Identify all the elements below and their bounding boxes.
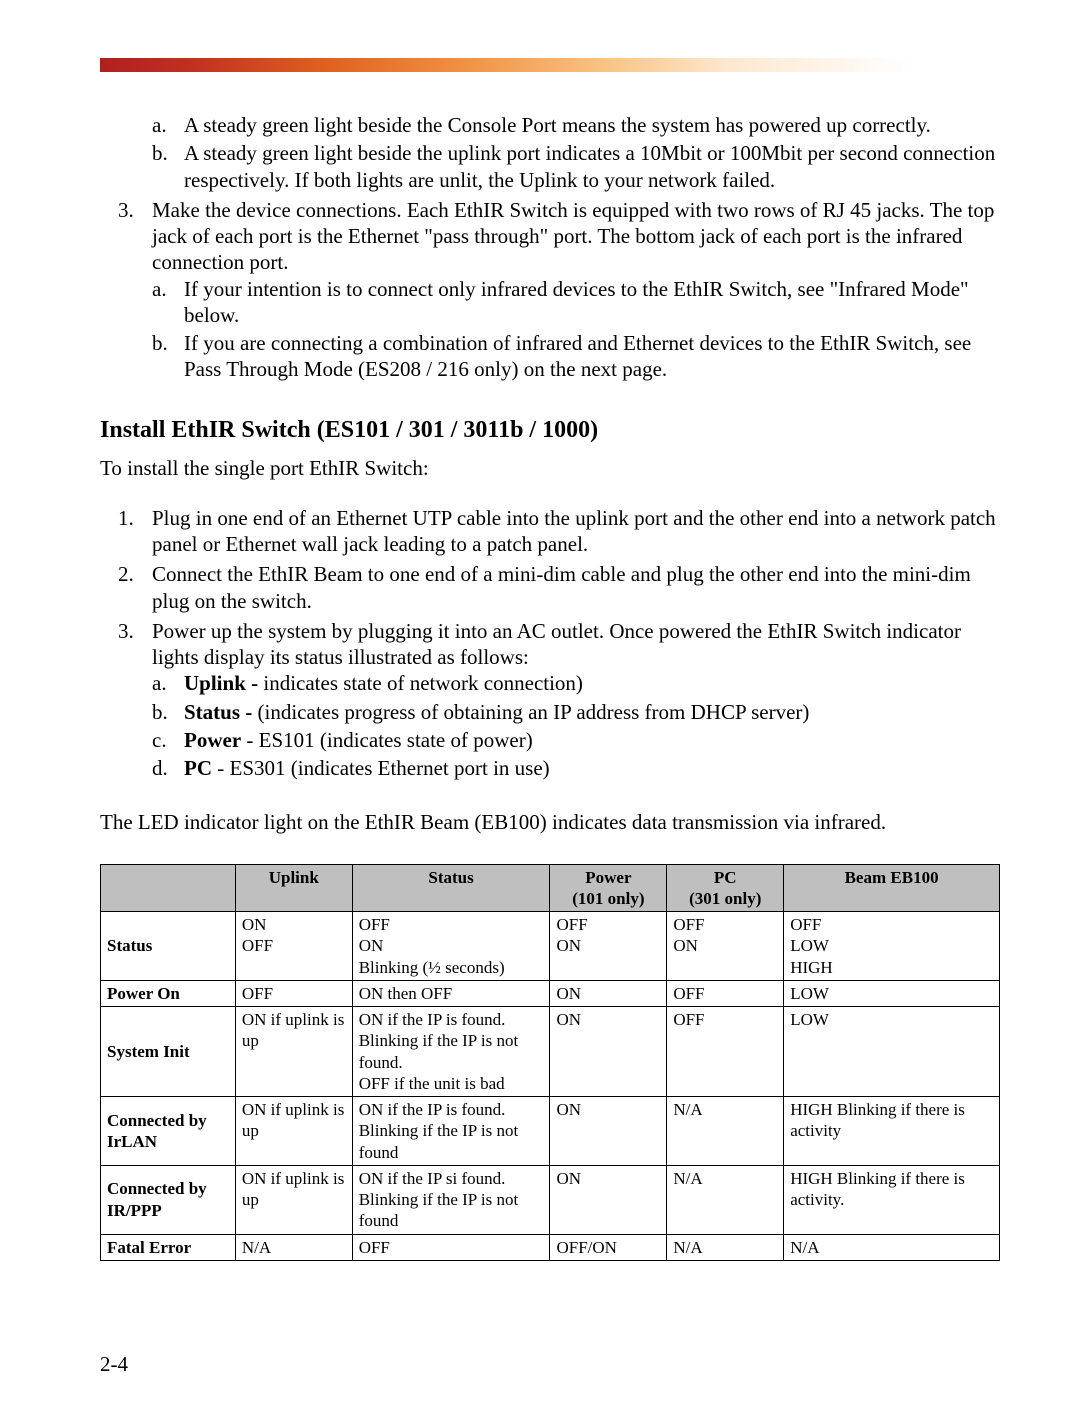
power-label: Power <box>184 728 241 752</box>
cell-fatal-label: Fatal Error <box>101 1234 236 1260</box>
list-1-item-a-text: A steady green light beside the Console … <box>184 113 931 137</box>
cell-poweron-status: ON then OFF <box>352 980 550 1006</box>
cell-status-uplink: ON OFF <box>235 912 352 981</box>
cell-poweron-pc: OFF <box>667 980 784 1006</box>
cell-status-label: Status <box>101 912 236 981</box>
list-1-item-3a: a.If your intention is to connect only i… <box>152 276 1000 329</box>
cell-irlan-power: ON <box>550 1097 667 1166</box>
uplink-desc: indicates state of network connection) <box>263 671 583 695</box>
cell-fatal-power: OFF/ON <box>550 1234 667 1260</box>
cell-sysinit-uplink: ON if uplink is up <box>235 1007 352 1097</box>
list-1-item-3b: b.If you are connecting a combination of… <box>152 330 1000 383</box>
list-2-item-3a: a.Uplink - indicates state of network co… <box>152 670 1000 696</box>
list-1-item-3a-text: If your intention is to connect only inf… <box>184 277 969 327</box>
cell-status-status: OFF ON Blinking (½ seconds) <box>352 912 550 981</box>
status-desc: (indicates progress of obtaining an IP a… <box>258 700 810 724</box>
cell-irlan-beam: HIGH Blinking if there is activity <box>784 1097 1000 1166</box>
list-1-item-b: b.A steady green light beside the uplink… <box>152 140 1000 193</box>
row-status: Status ON OFF OFF ON Blinking (½ seconds… <box>101 912 1000 981</box>
cell-status-pc: OFF ON <box>667 912 784 981</box>
cell-irppp-status: ON if the IP si found. Blinking if the I… <box>352 1165 550 1234</box>
th-power-l1: Power <box>585 868 631 887</box>
row-power-on: Power On OFF ON then OFF ON OFF LOW <box>101 980 1000 1006</box>
list-1-item-2-sub: a.A steady green light beside the Consol… <box>100 112 1000 193</box>
list-2-item-2: 2.Connect the EthIR Beam to one end of a… <box>100 561 1000 614</box>
cell-sysinit-power: ON <box>550 1007 667 1097</box>
list-1-continued: a.A steady green light beside the Consol… <box>100 112 1000 383</box>
th-blank <box>101 864 236 912</box>
page: a.A steady green light beside the Consol… <box>0 0 1080 1417</box>
cell-irppp-beam: HIGH Blinking if there is activity. <box>784 1165 1000 1234</box>
cell-irppp-pc: N/A <box>667 1165 784 1234</box>
page-number: 2-4 <box>100 1351 1000 1377</box>
pc-desc: - ES301 (indicates Ethernet port in use) <box>212 756 550 780</box>
th-power: Power (101 only) <box>550 864 667 912</box>
cell-fatal-beam: N/A <box>784 1234 1000 1260</box>
cell-irppp-uplink: ON if uplink is up <box>235 1165 352 1234</box>
list-1-item-3-text: Make the device connections. Each EthIR … <box>152 198 994 275</box>
cell-poweron-label: Power On <box>101 980 236 1006</box>
cell-poweron-uplink: OFF <box>235 980 352 1006</box>
status-label: Status - <box>184 700 258 724</box>
table-header-row: Uplink Status Power (101 only) PC (301 onl… <box>101 864 1000 912</box>
list-2-item-3b: b.Status - (indicates progress of obtain… <box>152 699 1000 725</box>
th-pc-l2: (301 only) <box>689 889 761 908</box>
power-desc: - ES101 (indicates state of power) <box>241 728 533 752</box>
cell-status-power: OFF ON <box>550 912 667 981</box>
th-uplink: Uplink <box>235 864 352 912</box>
list-2-item-1-text: Plug in one end of an Ethernet UTP cable… <box>152 506 996 556</box>
list-1-item-b-text: A steady green light beside the uplink p… <box>184 141 995 191</box>
th-beam: Beam EB100 <box>784 864 1000 912</box>
cell-poweron-beam: LOW <box>784 980 1000 1006</box>
cell-poweron-power: ON <box>550 980 667 1006</box>
intro-paragraph: To install the single port EthIR Switch: <box>100 455 1000 481</box>
row-connected-irppp: Connected by IR/PPP ON if uplink is up O… <box>101 1165 1000 1234</box>
row-system-init: System Init ON if uplink is up ON if the… <box>101 1007 1000 1097</box>
pc-label: PC <box>184 756 212 780</box>
list-2-item-3c: c.Power - ES101 (indicates state of powe… <box>152 727 1000 753</box>
header-gradient-bar <box>100 58 1000 72</box>
body: a.A steady green light beside the Consol… <box>100 112 1000 1377</box>
list-2-item-3: 3. Power up the system by plugging it in… <box>100 618 1000 782</box>
list-1-item-3: 3. Make the device connections. Each Eth… <box>100 197 1000 383</box>
th-power-l2: (101 only) <box>572 889 644 908</box>
led-status-table: Uplink Status Power (101 only) PC (301 onl… <box>100 864 1000 1261</box>
list-2-item-3d: d.PC - ES301 (indicates Ethernet port in… <box>152 755 1000 781</box>
list-1-item-3b-text: If you are connecting a combination of i… <box>184 331 971 381</box>
list-2: 1.Plug in one end of an Ethernet UTP cab… <box>100 505 1000 782</box>
list-2-item-3-text: Power up the system by plugging it into … <box>152 619 961 669</box>
cell-sysinit-beam: LOW <box>784 1007 1000 1097</box>
cell-status-beam: OFF LOW HIGH <box>784 912 1000 981</box>
th-status: Status <box>352 864 550 912</box>
cell-sysinit-pc: OFF <box>667 1007 784 1097</box>
row-fatal-error: Fatal Error N/A OFF OFF/ON N/A N/A <box>101 1234 1000 1260</box>
cell-irppp-label: Connected by IR/PPP <box>101 1165 236 1234</box>
cell-fatal-status: OFF <box>352 1234 550 1260</box>
cell-fatal-uplink: N/A <box>235 1234 352 1260</box>
cell-fatal-pc: N/A <box>667 1234 784 1260</box>
cell-irlan-label: Connected by IrLAN <box>101 1097 236 1166</box>
list-2-item-2-text: Connect the EthIR Beam to one end of a m… <box>152 562 971 612</box>
list-2-item-1: 1.Plug in one end of an Ethernet UTP cab… <box>100 505 1000 558</box>
list-1-item-a: a.A steady green light beside the Consol… <box>152 112 1000 138</box>
row-connected-irlan: Connected by IrLAN ON if uplink is up ON… <box>101 1097 1000 1166</box>
uplink-label: Uplink - <box>184 671 263 695</box>
cell-sysinit-label: System Init <box>101 1007 236 1097</box>
cell-sysinit-status: ON if the IP is found. Blinking if the I… <box>352 1007 550 1097</box>
cell-irlan-uplink: ON if uplink is up <box>235 1097 352 1166</box>
cell-irlan-pc: N/A <box>667 1097 784 1166</box>
cell-irlan-status: ON if the IP is found. Blinking if the I… <box>352 1097 550 1166</box>
cell-irppp-power: ON <box>550 1165 667 1234</box>
led-paragraph: The LED indicator light on the EthIR Bea… <box>100 809 1000 835</box>
th-pc: PC (301 only) <box>667 864 784 912</box>
section-heading: Install EthIR Switch (ES101 / 301 / 3011… <box>100 415 1000 445</box>
th-pc-l1: PC <box>714 868 737 887</box>
